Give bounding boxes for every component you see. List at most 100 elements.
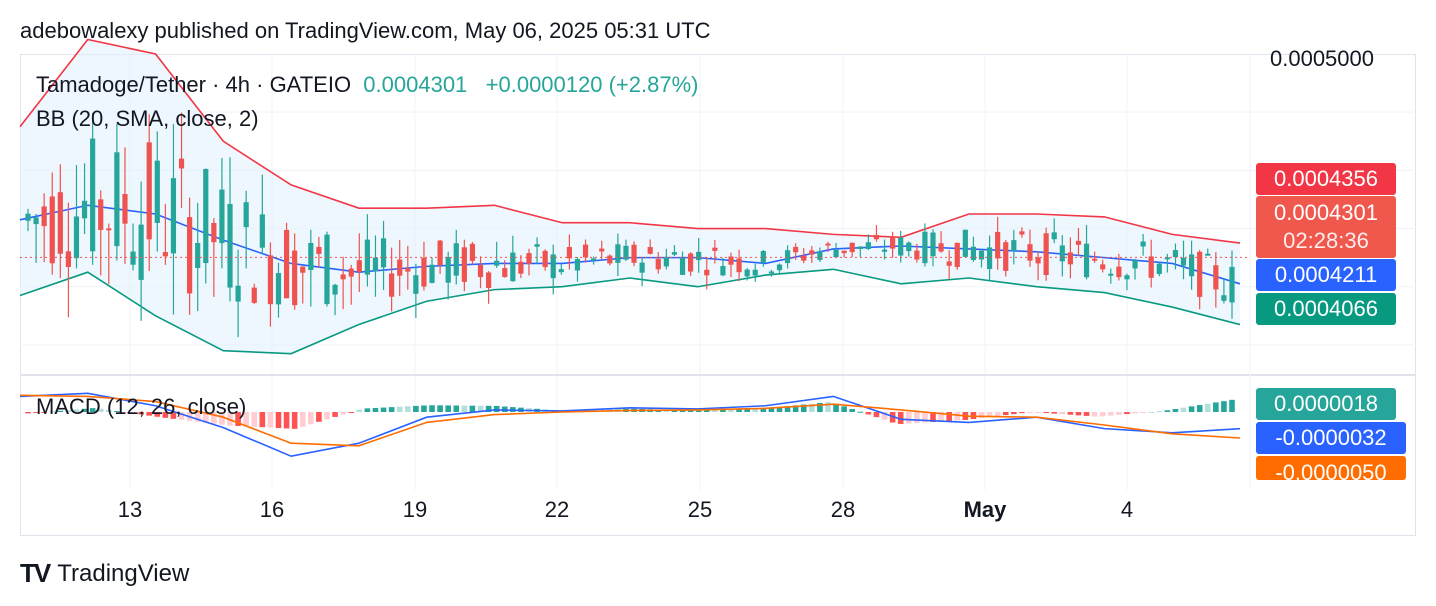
candle-body bbox=[534, 244, 540, 247]
candle-body bbox=[138, 224, 144, 280]
macd-histogram-bar bbox=[453, 405, 460, 412]
price-axis-top-label: 0.0005000 bbox=[1270, 46, 1374, 71]
macd-histogram-bar bbox=[493, 405, 500, 412]
macd-histogram-bar bbox=[41, 412, 47, 413]
x-tick-label: 13 bbox=[118, 497, 142, 522]
candle-body bbox=[300, 266, 306, 273]
macd-histogram-bar bbox=[25, 412, 31, 414]
candle-body bbox=[825, 243, 831, 246]
candle-body bbox=[267, 255, 274, 305]
macd-histogram-bar bbox=[1035, 412, 1041, 413]
macd-histogram-bar bbox=[809, 403, 815, 412]
candle-body bbox=[1075, 240, 1082, 245]
candle-body bbox=[413, 275, 419, 294]
candle-body bbox=[437, 240, 443, 266]
macd-pane bbox=[19, 392, 1241, 458]
macd-histogram-bar bbox=[800, 404, 807, 412]
macd-legend[interactable]: MACD (12, 26, close) bbox=[36, 394, 247, 419]
macd-histogram-bar bbox=[267, 412, 274, 428]
symbol-name[interactable]: Tamadoge/Tether · 4h · GATEIO bbox=[36, 72, 352, 97]
macd-histogram-bar bbox=[720, 409, 726, 412]
bb-upper-badge: 0.0004356 bbox=[1256, 163, 1396, 195]
macd-histogram-bar bbox=[114, 411, 120, 413]
candle-body bbox=[340, 274, 346, 280]
candle-body bbox=[615, 244, 621, 263]
candle-body bbox=[130, 251, 136, 265]
footer-brand[interactable]: TV TradingView bbox=[20, 558, 189, 589]
macd-histogram-bar bbox=[404, 406, 411, 412]
macd-histogram-bar bbox=[695, 410, 702, 412]
time-axis: 13 16 19 22 25 28 May 4 bbox=[118, 497, 1133, 522]
candle-body bbox=[1188, 254, 1195, 277]
macd-histogram-badge: 0.0000018 bbox=[1256, 388, 1396, 420]
candle-body bbox=[768, 271, 775, 274]
candle-body bbox=[1083, 243, 1090, 278]
macd-histogram-bar bbox=[429, 405, 435, 412]
candle-body bbox=[542, 250, 548, 268]
candle-body bbox=[995, 231, 1001, 259]
macd-histogram-bar bbox=[324, 412, 330, 420]
macd-histogram-bar bbox=[356, 409, 363, 412]
macd-histogram-bar bbox=[1140, 412, 1146, 413]
candle-body bbox=[1003, 242, 1009, 271]
candle-countdown: 02:28:36 bbox=[1283, 228, 1369, 253]
candle-body bbox=[324, 234, 330, 305]
candle-body bbox=[453, 243, 459, 276]
macd-histogram-bar bbox=[308, 412, 314, 425]
bb-upper-line bbox=[19, 38, 1241, 244]
macd-histogram-bar bbox=[1067, 412, 1074, 415]
candle-body bbox=[170, 178, 177, 254]
candle-body bbox=[663, 256, 669, 267]
candle-body bbox=[348, 268, 354, 277]
macd-histogram-bar bbox=[1156, 411, 1163, 413]
macd-histogram-bar bbox=[930, 412, 936, 423]
macd-histogram-bar bbox=[954, 412, 961, 421]
candle-body bbox=[98, 199, 104, 230]
candle-body bbox=[1140, 241, 1146, 247]
candle-body bbox=[502, 268, 508, 278]
macd-histogram-bar bbox=[178, 412, 185, 420]
candle-body bbox=[187, 217, 193, 294]
candle-body bbox=[429, 264, 435, 283]
macd-histogram-bar bbox=[849, 409, 856, 412]
candle-body bbox=[1059, 245, 1065, 262]
macd-histogram-bar bbox=[1132, 412, 1138, 414]
macd-histogram-bar bbox=[501, 406, 508, 412]
macd-histogram-bar bbox=[485, 405, 492, 412]
candle-body bbox=[397, 259, 403, 276]
macd-histogram-bar bbox=[1051, 412, 1058, 414]
bb-lower-badge: 0.0004066 bbox=[1256, 293, 1396, 325]
candle-body bbox=[914, 250, 920, 260]
macd-signal-badge: -0.0000050 bbox=[1256, 456, 1406, 480]
macd-histogram-bar bbox=[1075, 412, 1082, 416]
candle-body bbox=[890, 236, 896, 249]
candle-body bbox=[122, 194, 128, 224]
macd-histogram-bar bbox=[122, 412, 128, 413]
macd-histogram-bar bbox=[752, 408, 759, 412]
candle-body bbox=[1164, 257, 1170, 260]
macd-histogram-bar bbox=[1019, 412, 1025, 414]
candle-body bbox=[744, 269, 750, 277]
candle-body bbox=[219, 189, 225, 244]
macd-histogram-bar bbox=[1043, 412, 1049, 414]
candle-body bbox=[776, 264, 783, 271]
macd-histogram-bar bbox=[421, 405, 427, 412]
bb-legend[interactable]: BB (20, SMA, close, 2) bbox=[36, 106, 259, 131]
candle-body bbox=[857, 246, 863, 249]
candle-body bbox=[195, 242, 201, 268]
symbol-legend: Tamadoge/Tether · 4h · GATEIO 0.0004301 … bbox=[36, 72, 698, 98]
candle-body bbox=[898, 237, 904, 256]
candle-body bbox=[259, 214, 265, 248]
candle-body bbox=[49, 196, 55, 264]
candle-body bbox=[962, 229, 968, 257]
macd-histogram-bar bbox=[1204, 403, 1211, 412]
macd-histogram-bar bbox=[1099, 412, 1106, 417]
macd-histogram-bar bbox=[865, 412, 872, 415]
candle-body bbox=[696, 251, 702, 261]
macd-histogram-bar bbox=[1188, 406, 1195, 412]
candle-body bbox=[704, 269, 710, 276]
candle-body bbox=[146, 142, 152, 240]
x-tick-label: 19 bbox=[403, 497, 427, 522]
candle-body bbox=[550, 254, 556, 279]
